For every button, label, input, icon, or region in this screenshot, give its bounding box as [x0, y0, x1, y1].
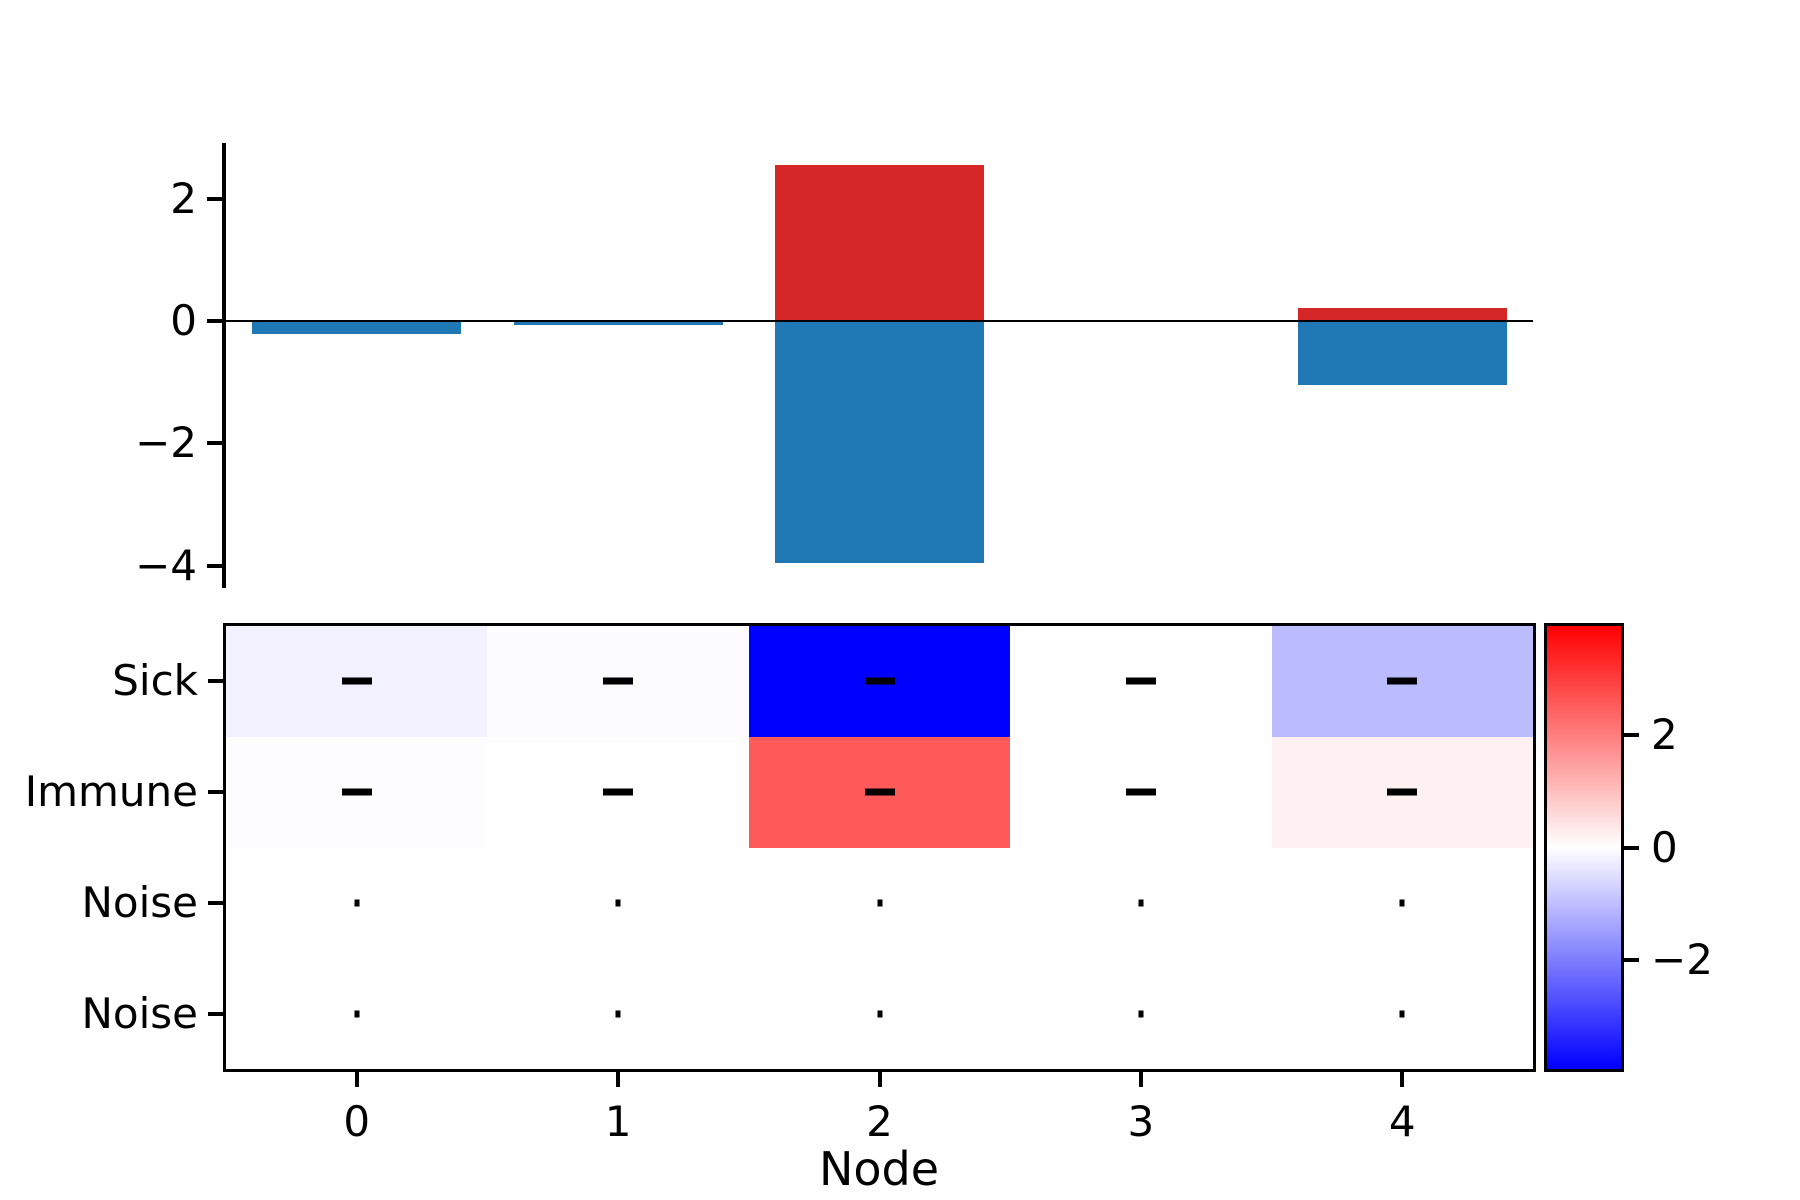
heatmap-x-tickmark	[354, 1072, 359, 1087]
dot-marker	[615, 1010, 621, 1018]
dot-marker	[1399, 899, 1405, 907]
colorbar-ticklabel: −2	[1651, 934, 1713, 984]
dash-marker	[603, 788, 634, 796]
bar-y-ticklabel: 0	[170, 296, 197, 345]
dash-marker	[864, 677, 895, 685]
colorbar-tickmark	[1624, 957, 1639, 962]
dash-marker	[603, 677, 634, 685]
bar-y-tickmark	[207, 441, 222, 446]
bar-y-ticklabel: −4	[135, 540, 197, 590]
heatmap-x-ticklabel-4: 4	[1388, 1097, 1416, 1146]
heatmap-x-ticklabel-0: 0	[343, 1097, 371, 1146]
dash-marker	[341, 677, 372, 685]
bar-negative-node-2	[774, 321, 985, 563]
heatmap-row-label-noise: Noise	[81, 988, 198, 1038]
bar-y-ticklabel: 2	[170, 173, 197, 223]
bar-y-tickmark	[207, 319, 222, 323]
bar-negative-node-1	[513, 321, 723, 325]
heatmap-row-tickmark	[208, 1011, 223, 1016]
dash-marker	[1125, 788, 1156, 796]
colorbar-frame	[1544, 623, 1624, 1072]
heatmap-row-tickmark	[208, 790, 223, 795]
heatmap-row-label-immune: Immune	[24, 767, 198, 817]
heatmap-x-tickmark	[616, 1072, 621, 1087]
x-axis-label: Node	[818, 1142, 940, 1196]
colorbar-tickmark	[1624, 733, 1639, 738]
dot-marker	[615, 899, 621, 907]
dot-marker	[877, 1010, 882, 1018]
bar-zero-line	[226, 320, 1533, 322]
heatmap-x-ticklabel-1: 1	[604, 1097, 632, 1146]
dash-marker	[864, 788, 895, 796]
heatmap-frame	[223, 623, 1536, 1072]
heatmap-x-tickmark	[877, 1072, 882, 1087]
bar-y-tickmark	[207, 196, 222, 201]
heatmap-x-ticklabel-2: 2	[866, 1097, 893, 1146]
bar-y-axis-spine	[222, 143, 226, 588]
dash-marker	[341, 788, 372, 796]
dot-marker	[1138, 899, 1144, 907]
dot-marker	[1138, 1010, 1144, 1018]
dot-marker	[354, 1010, 360, 1018]
bar-positive-node-2	[774, 164, 985, 321]
bar-y-tickmark	[207, 563, 222, 568]
heatmap-row-label-sick: Sick	[112, 656, 198, 706]
bar-y-ticklabel: −2	[135, 418, 197, 468]
heatmap-x-tickmark	[1400, 1072, 1405, 1087]
colorbar-ticklabel: 0	[1651, 822, 1678, 872]
bar-positive-node-4	[1297, 307, 1507, 321]
dash-marker	[1387, 677, 1418, 685]
heatmap-x-ticklabel-3: 3	[1127, 1097, 1155, 1146]
heatmap-row-tickmark	[208, 679, 223, 684]
bar-negative-node-4	[1297, 321, 1507, 386]
colorbar-tickmark	[1624, 845, 1639, 850]
bar-negative-node-0	[252, 321, 462, 335]
dot-marker	[877, 899, 882, 907]
heatmap-row-tickmark	[208, 900, 223, 905]
colorbar-gradient	[1547, 626, 1621, 1069]
dot-marker	[1399, 1010, 1405, 1018]
dot-marker	[354, 899, 360, 907]
dash-marker	[1125, 677, 1156, 685]
colorbar-ticklabel: 2	[1651, 710, 1678, 760]
heatmap-x-tickmark	[1138, 1072, 1143, 1087]
heatmap-row-label-noise: Noise	[81, 877, 198, 927]
dash-marker	[1387, 788, 1418, 796]
